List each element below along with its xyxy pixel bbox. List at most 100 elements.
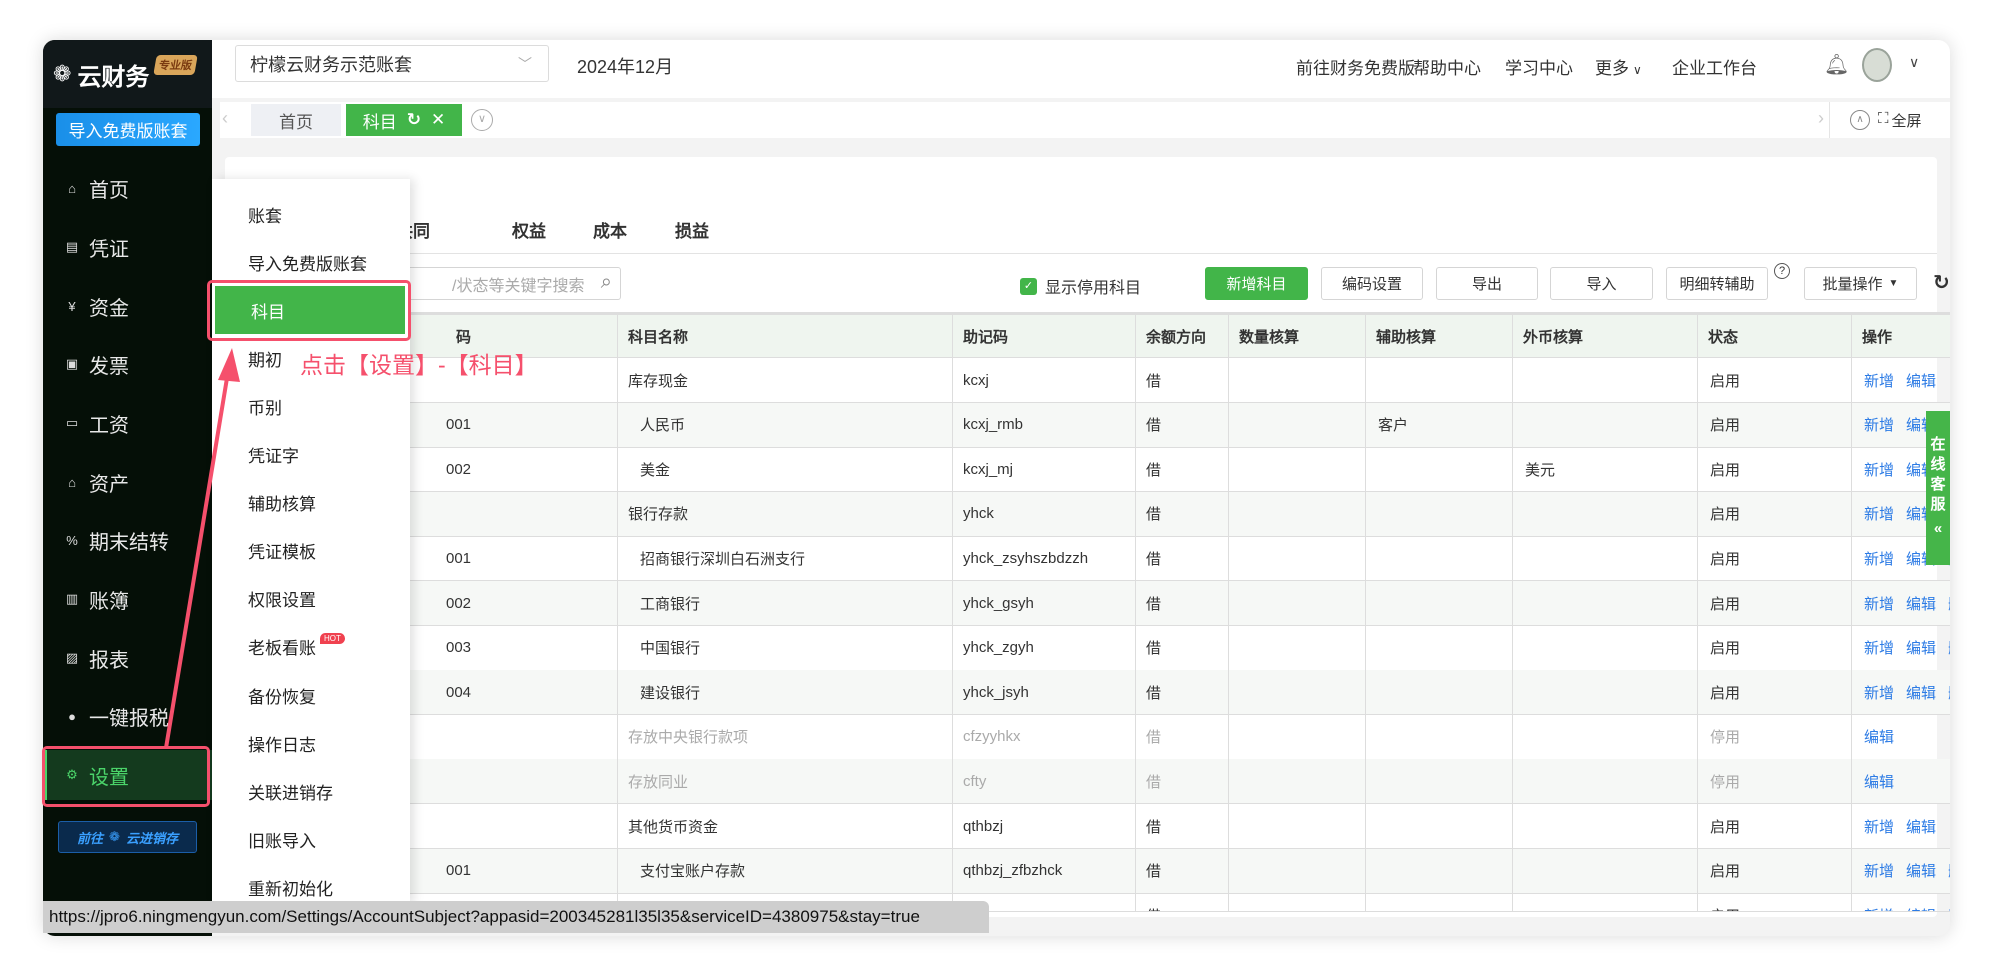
op-add-link[interactable]: 新增 bbox=[1864, 506, 1895, 524]
quantity-cell bbox=[1229, 759, 1366, 804]
menu-item-5[interactable]: 凭证字 bbox=[248, 447, 299, 466]
menu-item-2[interactable]: 科目 bbox=[215, 286, 405, 335]
sidebar-item-8[interactable]: ▨ 报表 bbox=[65, 649, 129, 672]
detail-to-aux-button[interactable]: 明细转辅助 bbox=[1666, 267, 1768, 300]
menu-item-3[interactable]: 期初 bbox=[248, 350, 282, 370]
tab-subject[interactable]: 科目 ↻ ✕ bbox=[346, 104, 462, 136]
op-edit-link[interactable]: 编辑 bbox=[1864, 773, 1895, 791]
batch-operation-dropdown[interactable]: 批量操作 ▼ bbox=[1804, 267, 1917, 300]
menu-item-4[interactable]: 币别 bbox=[248, 398, 282, 418]
op-delete-link[interactable]: 删除 bbox=[1948, 593, 1950, 614]
bell-icon[interactable]: 🔔︎ bbox=[1824, 54, 1850, 76]
op-add-link[interactable]: 新增 bbox=[1864, 684, 1895, 702]
menu-item-9[interactable]: 老板看账 HOT bbox=[212, 623, 410, 671]
status-cell: 启用 bbox=[1698, 670, 1852, 715]
op-edit-link[interactable]: 编辑 bbox=[1864, 729, 1895, 747]
op-edit-link[interactable]: 编辑 bbox=[1906, 640, 1937, 658]
menu-item-6[interactable]: 辅助核算 bbox=[248, 495, 316, 515]
menu-item-1[interactable]: 导入免费版账套 bbox=[248, 254, 367, 274]
add-subject-button[interactable]: 新增科目 bbox=[1205, 267, 1308, 300]
op-edit-link[interactable]: 编辑 bbox=[1906, 595, 1937, 613]
refresh-icon[interactable]: ↻ bbox=[406, 110, 421, 129]
menu-item-11[interactable]: 操作日志 bbox=[248, 735, 316, 755]
enterprise-workbench-link[interactable]: 企业工作台 bbox=[1672, 59, 1757, 78]
menu-item-7[interactable]: 凭证模板 bbox=[248, 543, 316, 563]
sidebar-item-5[interactable]: ⌂ 资产 bbox=[43, 457, 212, 507]
import-button[interactable]: 导入 bbox=[1550, 267, 1653, 300]
sidebar-item-2[interactable]: ¥ 资金 bbox=[43, 281, 212, 331]
direction-cell: 借 bbox=[1136, 670, 1229, 715]
column-header: 助记码 bbox=[953, 315, 1136, 357]
op-edit-link[interactable]: 编辑 bbox=[1906, 372, 1937, 390]
learning-center-link[interactable]: 学习中心 bbox=[1505, 59, 1573, 78]
chevron-down-icon[interactable]: ∨ bbox=[1909, 54, 1920, 70]
chevron-down-icon: ∨ bbox=[1633, 63, 1642, 77]
free-version-link[interactable]: 前往财务免费版 bbox=[1296, 59, 1415, 78]
tab-list-dropdown-icon[interactable]: ∨ bbox=[471, 109, 493, 131]
op-delete-link[interactable]: 删除 bbox=[1948, 682, 1950, 703]
op-edit-link[interactable]: 编辑 bbox=[1906, 863, 1937, 881]
op-add-link[interactable]: 新增 bbox=[1864, 417, 1895, 435]
column-header: 辅助核算 bbox=[1366, 315, 1513, 357]
subtab-cost[interactable]: 成本 bbox=[593, 222, 627, 241]
account-select[interactable]: 柠檬云财务示范账套 ﹀ bbox=[235, 45, 549, 82]
menu-item-13[interactable]: 旧账导入 bbox=[248, 831, 316, 851]
op-add-link[interactable]: 新增 bbox=[1864, 863, 1895, 881]
subtab-equity[interactable]: 权益 bbox=[512, 222, 546, 241]
more-menu[interactable]: 更多 ∨ bbox=[1595, 59, 1642, 78]
close-icon[interactable]: ✕ bbox=[431, 110, 446, 129]
export-button[interactable]: 导出 bbox=[1436, 267, 1538, 300]
fullscreen-button[interactable]: ⛶ 全屏 bbox=[1878, 110, 1922, 130]
import-free-account-button[interactable]: 导入免费版账套 bbox=[56, 113, 200, 146]
goto-jxc-button[interactable]: 前往 ❁ 云进销存 bbox=[58, 821, 197, 853]
help-center-link[interactable]: 帮助中心 bbox=[1413, 59, 1481, 78]
tab-home[interactable]: 首页 bbox=[251, 104, 341, 136]
sidebar-item-10[interactable]: ⚙ 设置 bbox=[43, 750, 212, 800]
search-icon[interactable]: ⌕ bbox=[600, 271, 612, 293]
checkbox-checked-icon[interactable]: ✓ bbox=[1020, 277, 1037, 295]
sidebar-item-4[interactable]: ▭ 工资 bbox=[65, 414, 129, 437]
tax-icon: ● bbox=[68, 708, 76, 724]
name-cell: 银行存款 bbox=[618, 491, 953, 536]
op-add-link[interactable]: 新增 bbox=[1864, 595, 1895, 613]
mnemonic-cell: qthbzj bbox=[953, 804, 1136, 848]
op-delete-link[interactable]: 删除 bbox=[1948, 905, 1950, 911]
op-edit-link[interactable]: 编辑 bbox=[1906, 684, 1937, 702]
op-add-link[interactable]: 新增 bbox=[1864, 640, 1895, 658]
aux-cell bbox=[1366, 848, 1513, 893]
online-service-tab[interactable]: 在 线 客 服 « bbox=[1926, 411, 1950, 565]
collapse-up-icon[interactable]: ∧ bbox=[1850, 110, 1870, 130]
code-settings-button[interactable]: 编码设置 bbox=[1321, 267, 1423, 300]
sidebar-item-3[interactable]: ▣ 发票 bbox=[65, 355, 129, 378]
sidebar-item-9[interactable]: ● 一键报税 bbox=[43, 691, 212, 741]
subtab-profit-loss[interactable]: 损益 bbox=[675, 222, 709, 241]
column-header: 操作 bbox=[1852, 315, 1950, 357]
op-add-link[interactable]: 新增 bbox=[1864, 461, 1895, 479]
show-disabled-checkbox[interactable]: ✓ 显示停用科目 bbox=[1020, 274, 1141, 298]
menu-item-10[interactable]: 备份恢复 bbox=[248, 687, 316, 707]
sidebar-item-7[interactable]: ▥ 账簿 bbox=[65, 590, 129, 613]
op-edit-link[interactable]: 编辑 bbox=[1906, 905, 1936, 911]
sidebar-item-0[interactable]: ⌂ 首页 bbox=[43, 163, 212, 213]
menu-item-12[interactable]: 关联进销存 bbox=[248, 783, 333, 803]
op-delete-link[interactable]: 删除 bbox=[1948, 637, 1950, 658]
mnemonic-cell: yhck_gsyh bbox=[953, 581, 1136, 625]
menu-item-14[interactable]: 重新初始化 bbox=[248, 879, 333, 899]
op-delete-link[interactable]: 删除 bbox=[1948, 860, 1950, 881]
scroll-left-icon[interactable]: ‹ bbox=[222, 108, 228, 128]
avatar[interactable] bbox=[1862, 48, 1892, 82]
op-add-link[interactable]: 新增 bbox=[1864, 550, 1895, 568]
annotation-text: 点击【设置】-【科目】 bbox=[300, 352, 538, 378]
sidebar-item-1[interactable]: ▤ 凭证 bbox=[65, 238, 129, 261]
help-icon[interactable]: ? bbox=[1774, 263, 1790, 279]
op-add-link[interactable]: 新增 bbox=[1864, 372, 1895, 390]
op-add-link[interactable]: 新增 bbox=[1864, 818, 1895, 836]
menu-item-0[interactable]: 账套 bbox=[248, 206, 282, 226]
sidebar-item-6[interactable]: % 期末结转 bbox=[66, 531, 169, 554]
name-cell: 支付宝账户存款 bbox=[618, 848, 953, 893]
op-edit-link[interactable]: 编辑 bbox=[1906, 818, 1937, 836]
refresh-icon[interactable]: ↻ bbox=[1933, 272, 1950, 294]
menu-item-8[interactable]: 权限设置 bbox=[248, 591, 316, 611]
op-add-link[interactable]: 新增 bbox=[1864, 905, 1894, 911]
scroll-right-icon[interactable]: › bbox=[1818, 108, 1824, 128]
